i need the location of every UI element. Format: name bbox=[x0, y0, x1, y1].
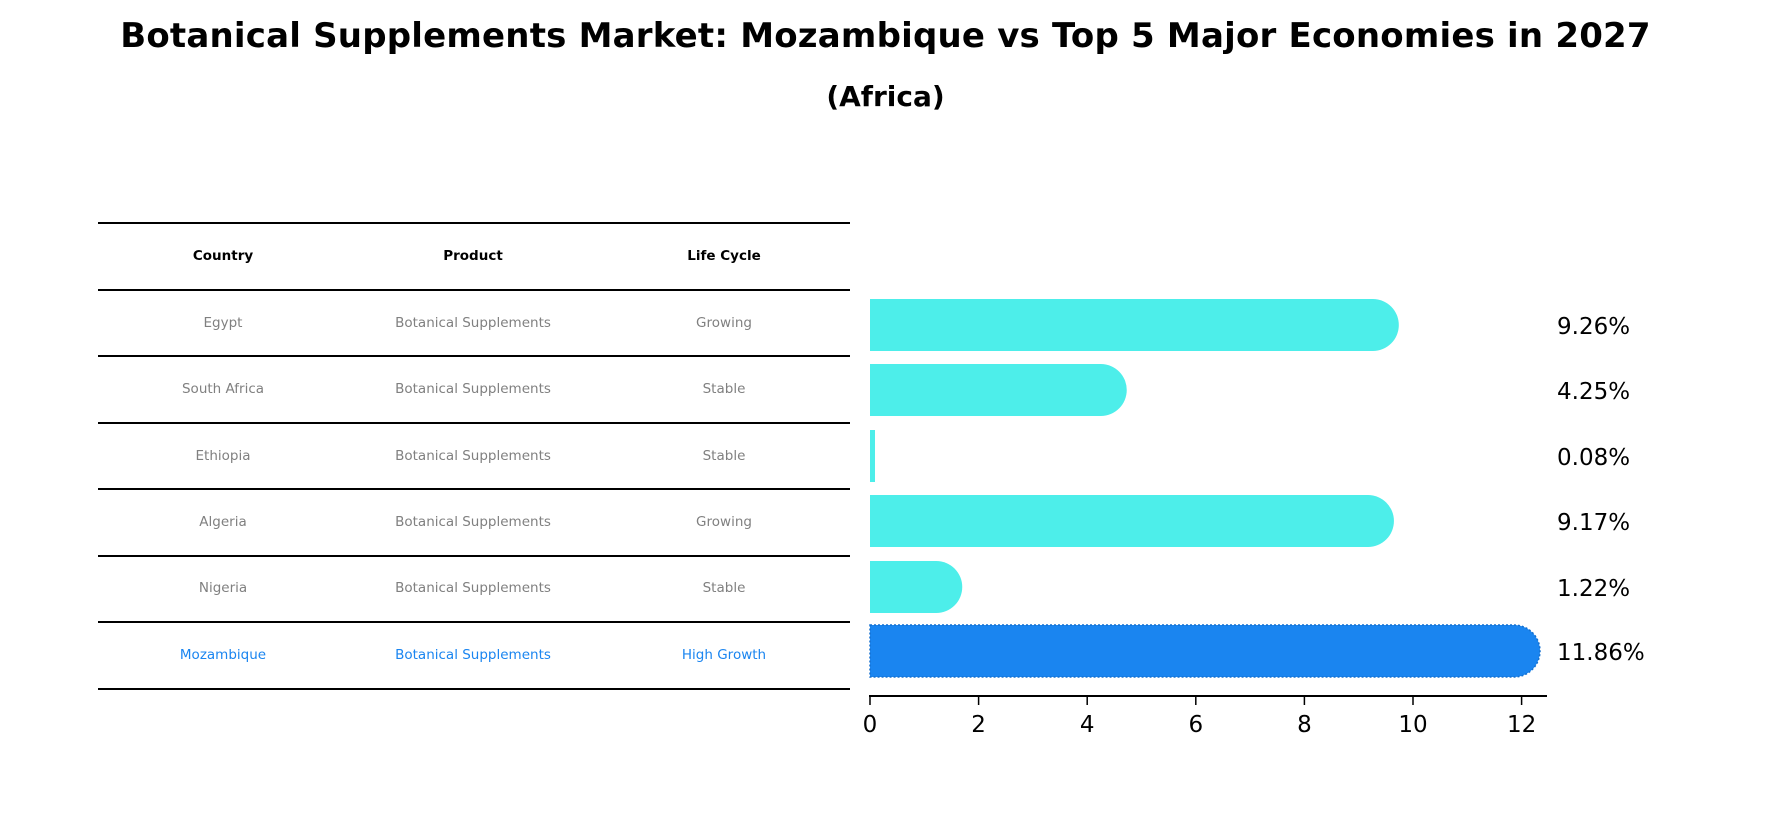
tick-label: 8 bbox=[1297, 712, 1312, 738]
cell-product: Botanical Supplements bbox=[395, 315, 551, 331]
cell-life-cycle: Stable bbox=[702, 580, 746, 596]
bar bbox=[870, 561, 963, 613]
bar bbox=[870, 495, 1394, 547]
value-label: 11.86% bbox=[1557, 640, 1645, 666]
cell-product: Botanical Supplements bbox=[395, 647, 551, 663]
cell-life-cycle: Growing bbox=[696, 514, 752, 530]
chart-subtitle: (Africa) bbox=[826, 80, 945, 113]
value-label: 0.08% bbox=[1557, 445, 1631, 471]
row-rule bbox=[98, 422, 850, 424]
cell-product: Botanical Supplements bbox=[395, 580, 551, 596]
table-top-rule bbox=[98, 222, 850, 224]
column-header-life-cycle: Life Cycle bbox=[687, 248, 761, 264]
value-label: 1.22% bbox=[1557, 576, 1631, 602]
row-rule bbox=[98, 621, 850, 623]
value-label: 9.26% bbox=[1557, 314, 1631, 340]
tick-label: 12 bbox=[1506, 712, 1537, 738]
chart-title: Botanical Supplements Market: Mozambique… bbox=[120, 16, 1651, 56]
row-rule bbox=[98, 355, 850, 357]
row-rule bbox=[98, 555, 850, 557]
column-header-product: Product bbox=[443, 248, 503, 264]
cell-country: Egypt bbox=[203, 315, 243, 331]
column-header-country: Country bbox=[192, 248, 254, 264]
bar-highlight bbox=[869, 624, 1541, 678]
cell-life-cycle: High Growth bbox=[681, 647, 767, 663]
cell-country: Nigeria bbox=[198, 580, 248, 596]
value-label: 4.25% bbox=[1557, 379, 1631, 405]
cell-life-cycle: Stable bbox=[702, 448, 746, 464]
tick-label: 10 bbox=[1398, 712, 1428, 738]
cell-country: Algeria bbox=[199, 514, 247, 530]
cell-product: Botanical Supplements bbox=[395, 448, 551, 464]
bars-group bbox=[869, 299, 1541, 678]
cell-country: Mozambique bbox=[179, 647, 267, 663]
cell-life-cycle: Growing bbox=[696, 315, 752, 331]
value-label: 9.17% bbox=[1557, 510, 1631, 536]
cell-life-cycle: Stable bbox=[702, 381, 746, 397]
bar bbox=[870, 364, 1127, 416]
bar bbox=[870, 430, 875, 482]
cell-country: South Africa bbox=[181, 381, 265, 397]
header-rule bbox=[98, 289, 850, 291]
bar bbox=[870, 299, 1399, 351]
tick-label: 6 bbox=[1188, 712, 1204, 738]
tick-label: 2 bbox=[971, 712, 986, 738]
row-rule bbox=[98, 488, 850, 490]
table-bottom-rule bbox=[98, 688, 850, 690]
cell-product: Botanical Supplements bbox=[395, 381, 551, 397]
tick-label: 4 bbox=[1079, 712, 1095, 738]
tick-label: 0 bbox=[862, 712, 878, 738]
cell-product: Botanical Supplements bbox=[395, 514, 551, 530]
cell-country: Ethiopia bbox=[195, 448, 251, 464]
x-axis-ticks bbox=[869, 696, 1523, 705]
